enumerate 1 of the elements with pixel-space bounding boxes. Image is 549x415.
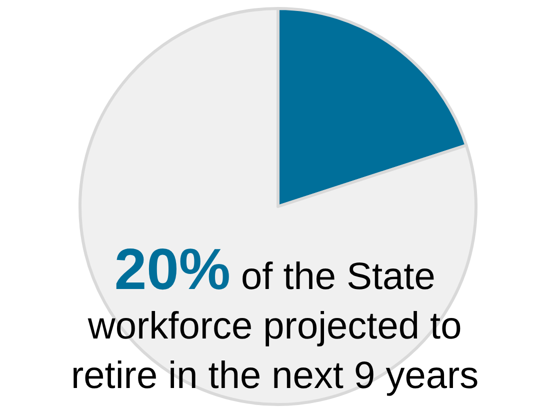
text: 20% (114, 237, 230, 302)
